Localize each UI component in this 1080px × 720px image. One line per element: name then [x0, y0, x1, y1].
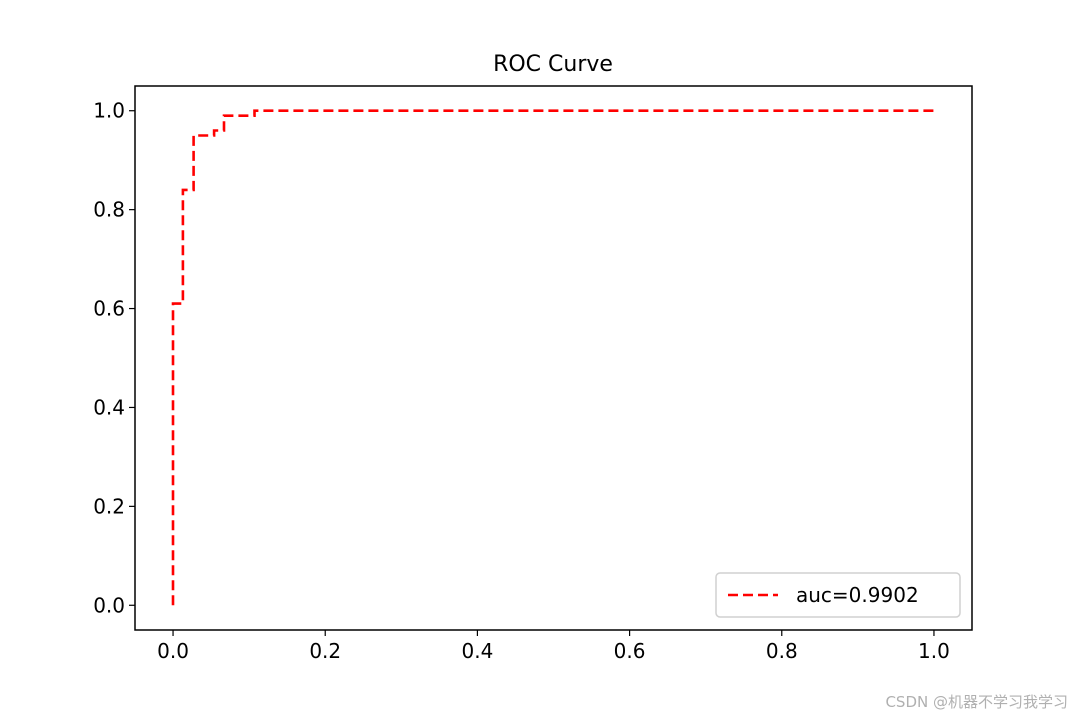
y-tick-label: 0.8	[93, 198, 125, 222]
chart-title: ROC Curve	[493, 52, 613, 77]
series-layer	[171, 109, 934, 606]
legend-label: auc=0.9902	[796, 583, 919, 607]
y-axis-ticks: 0.0 0.2 0.4 0.6 0.8 1.0	[93, 99, 135, 617]
x-tick-label: 0.0	[157, 639, 189, 663]
x-axis-ticks: 0.0 0.2 0.4 0.6 0.8 1.0	[157, 630, 950, 663]
y-tick-label: 0.0	[93, 593, 125, 617]
y-tick-label: 0.2	[93, 494, 125, 518]
x-tick-label: 0.4	[462, 639, 494, 663]
x-tick-label: 0.6	[614, 639, 646, 663]
roc-curve-line	[171, 109, 934, 606]
x-tick-label: 0.2	[309, 639, 341, 663]
legend-box	[715, 572, 961, 618]
y-tick-label: 0.6	[93, 297, 125, 321]
watermark: CSDN @机器不学习我学习	[885, 693, 1068, 711]
x-tick-label: 0.8	[766, 639, 798, 663]
plot-frame	[134, 85, 973, 631]
legend: auc=0.9902	[715, 572, 961, 618]
x-tick-label: 1.0	[918, 639, 950, 663]
y-tick-label: 1.0	[93, 99, 125, 123]
y-tick-label: 0.4	[93, 395, 125, 419]
